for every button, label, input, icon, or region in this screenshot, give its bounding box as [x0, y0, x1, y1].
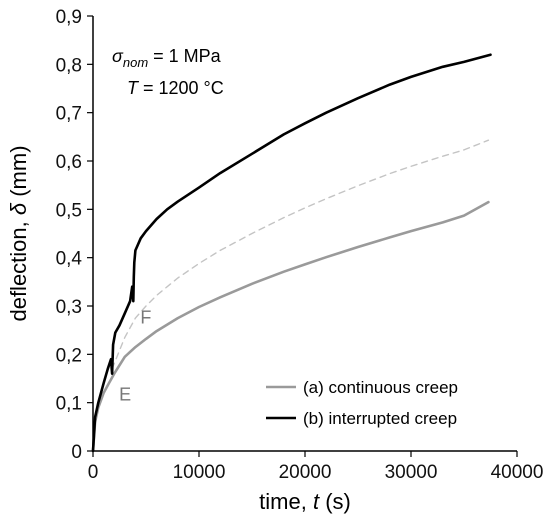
y-tick-label: 0,6 — [56, 152, 82, 173]
temperature-symbol: T — [127, 78, 140, 98]
x-tick-label: 0 — [88, 462, 99, 483]
y-tick-label: 0,9 — [56, 7, 82, 28]
legend-label: (b) interrupted creep — [303, 409, 457, 428]
x-axis-title-symbol: t — [313, 489, 320, 514]
y-tick-label: 0 — [71, 442, 82, 463]
y-tick-label: 0,8 — [56, 55, 82, 76]
point-label-e: E — [119, 385, 131, 405]
series-line-dashed-1 — [111, 139, 490, 370]
legend-label: (a) continuous creep — [303, 378, 458, 397]
point-label-layer: EF — [119, 307, 151, 404]
ticks-layer: 0 10000 20000 30000 40000 0 0,1 0,2 0,3 0,4 0,5 0,6… — [56, 7, 544, 483]
y-tick-label: 0,2 — [56, 345, 82, 366]
sigma-subscript: nom — [123, 55, 148, 70]
y-axis-title-prefix: deflection, — [6, 215, 31, 321]
y-tick-label: 0,5 — [56, 200, 82, 221]
x-axis-title-prefix: time, — [259, 489, 313, 514]
x-axis-title-unit: (s) — [319, 489, 351, 514]
y-axis-title-symbol: δ — [6, 202, 31, 215]
series-line-b-interrupted-creep — [91, 53, 492, 453]
y-axis-title-unit: (mm) — [6, 145, 31, 202]
stress-annotation: σnom = 1 MPa — [112, 46, 222, 70]
sigma-symbol: σ — [112, 46, 124, 66]
y-tick-label: 0,4 — [56, 249, 83, 270]
sigma-value: = 1 MPa — [148, 46, 222, 66]
series-line-a-continuous-creep — [91, 200, 490, 453]
series-layer — [91, 53, 492, 453]
x-tick-label: 20000 — [279, 462, 332, 483]
temperature-annotation: T = 1200 °C — [127, 78, 224, 98]
x-tick-label: 30000 — [385, 462, 438, 483]
x-tick-label: 40000 — [491, 462, 544, 483]
x-axis-title: time, t (s) — [259, 489, 351, 514]
y-tick-label: 0,3 — [56, 297, 82, 318]
y-axis-title: deflection, δ (mm) — [6, 145, 31, 321]
y-tick-label: 0,7 — [56, 104, 82, 125]
temperature-value: = 1200 °C — [138, 78, 224, 98]
legend: (a) continuous creep (b) interrupted cree… — [266, 378, 458, 428]
point-label-f: F — [140, 307, 151, 327]
x-tick-label: 10000 — [173, 462, 226, 483]
y-tick-label: 0,1 — [56, 394, 82, 415]
